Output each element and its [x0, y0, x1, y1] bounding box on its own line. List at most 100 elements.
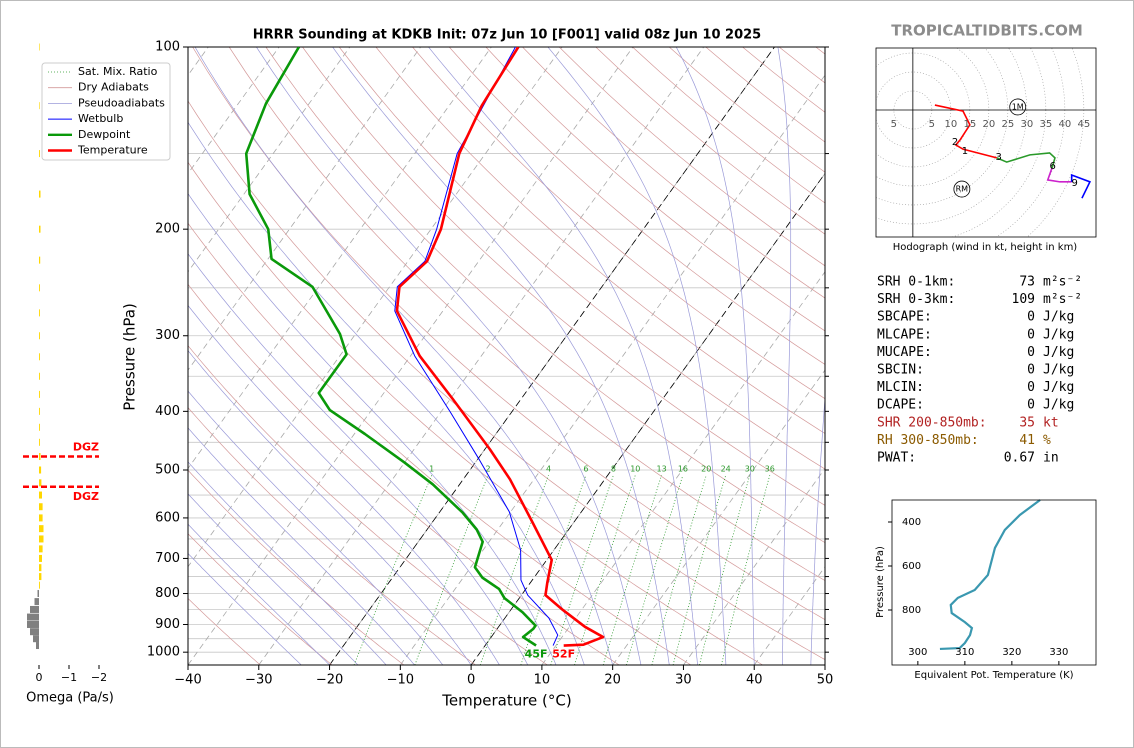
mixing-ratio-label: 30	[745, 465, 755, 474]
site-name: TROPICALTIDBITS.COM	[891, 22, 1083, 40]
x-tick-label: −30	[245, 673, 272, 688]
y-tick-label: 1000	[147, 645, 180, 660]
hodo-trace	[1046, 167, 1072, 183]
mixing-ratio-line	[574, 475, 636, 665]
hodo-tick-label: 30	[1020, 119, 1033, 130]
mixing-ratio-label: 10	[630, 465, 640, 474]
omega-bar	[36, 642, 39, 650]
mixing-ratio-line	[699, 475, 751, 665]
mixing-ratio-label: 24	[721, 465, 731, 474]
stat-unit: J/kg	[1043, 310, 1074, 325]
hodo-tick-label: 45	[1077, 119, 1090, 130]
profile-line	[395, 47, 605, 647]
mixing-ratio-line	[721, 475, 771, 665]
storm-motion-marker	[1009, 98, 1027, 116]
thetae-x-tick-label: 310	[955, 647, 974, 658]
omega-bar	[39, 466, 42, 474]
plot-frame	[187, 46, 826, 666]
profile-line	[394, 47, 559, 646]
stat-label: PWAT:	[877, 451, 916, 466]
pseudoadiabat	[256, 47, 642, 665]
dry-adiabat	[302, 47, 825, 506]
omega-bar	[33, 635, 39, 643]
hodo-tick-label: 5	[891, 119, 897, 130]
x-tick-label: 20	[604, 673, 621, 688]
omega-bar	[39, 407, 40, 415]
mixing-ratio-label: 16	[678, 465, 688, 474]
dgz-label: DGZ	[73, 490, 99, 503]
hodograph-plot: 12 3 6 9 1M RM	[876, 48, 1096, 237]
pseudoadiabat	[188, 427, 415, 665]
y-tick-label: 400	[155, 404, 180, 419]
surface-label: 52F	[552, 648, 575, 661]
omega-bar	[34, 598, 39, 606]
x-tick-label: −40	[174, 673, 201, 688]
height-label: 6	[1049, 161, 1055, 172]
hodo-frame	[875, 47, 1097, 238]
dry-adiabat	[188, 407, 476, 665]
thetae-x-label: Equivalent Pot. Temperature (K)	[914, 670, 1073, 681]
legend-label: Dry Adiabats	[78, 81, 149, 94]
storm-motion-marker	[953, 180, 971, 198]
pseudoadiabat	[188, 552, 302, 665]
thetae-x-tick-label: 320	[1002, 647, 1021, 658]
omega-bar	[39, 514, 43, 522]
thetae-line	[939, 499, 1041, 651]
omega-bar	[37, 590, 39, 598]
height-label: 9	[1072, 178, 1078, 189]
legend-label: Dewpoint	[78, 128, 131, 141]
highlight-isotherm	[470, 172, 825, 665]
stat-label: SRH 0-3km:	[877, 292, 955, 307]
hodo-tick-label: 40	[1058, 119, 1071, 130]
stat-unit: J/kg	[1043, 363, 1074, 378]
omega-bar	[39, 554, 42, 562]
stat-unit: kt	[1043, 415, 1059, 430]
stat-label: DCAPE:	[877, 398, 924, 413]
hodo-tick-label: 10	[944, 119, 957, 130]
thetae-x-tick-label: 330	[1049, 647, 1068, 658]
omega-tick-label: −2	[91, 671, 107, 684]
stat-value: 0	[1027, 310, 1035, 325]
stat-label: SBCIN:	[877, 363, 924, 378]
mixing-ratio-label: 13	[657, 465, 667, 474]
omega-bar	[39, 372, 40, 380]
stat-value: 0	[1027, 345, 1035, 360]
y-tick-label: 100	[155, 40, 180, 55]
chart-title: HRRR Sounding at KDKB Init: 07z Jun 10 […	[253, 28, 761, 43]
isotherm	[188, 47, 421, 371]
stat-value: 0	[1027, 327, 1035, 342]
stat-label: SBCAPE:	[877, 310, 932, 325]
omega-bar	[27, 613, 39, 621]
stat-value: 73	[1019, 275, 1035, 290]
mixing-ratio-label: 1	[429, 465, 434, 474]
stat-value: 41	[1019, 433, 1035, 448]
height-label: 3	[996, 152, 1002, 163]
isotherm	[400, 74, 825, 665]
pseudoadiabat	[194, 47, 614, 665]
y-tick-label: 900	[155, 617, 180, 632]
mixing-ratio-line	[602, 475, 662, 665]
omega-bar	[39, 535, 44, 543]
hodo-tick-label: 25	[1001, 119, 1014, 130]
stat-label: SHR 200-850mb:	[877, 415, 987, 430]
stat-value: 109	[1012, 292, 1035, 307]
stat-unit: m²s⁻²	[1043, 275, 1082, 290]
stat-unit: J/kg	[1043, 380, 1074, 395]
x-tick-label: 30	[675, 673, 692, 688]
height-label: 2	[952, 137, 958, 148]
dry-adiabat	[188, 100, 825, 660]
omega-bar	[39, 491, 42, 499]
omega-bar	[39, 573, 42, 581]
hodo-trace	[1070, 173, 1092, 199]
legend-label: Pseudoadiabats	[78, 96, 165, 109]
thetae-y-tick-label: 600	[902, 561, 921, 572]
thetae-y-tick-label: 800	[902, 605, 921, 616]
dry-adiabat	[412, 47, 825, 400]
x-tick-label: −20	[316, 673, 343, 688]
omega-bar	[39, 581, 40, 589]
isotherm	[188, 47, 492, 470]
profiles	[244, 47, 605, 647]
pseudoadiabat	[675, 47, 755, 665]
pseudoadiabat	[428, 47, 698, 665]
